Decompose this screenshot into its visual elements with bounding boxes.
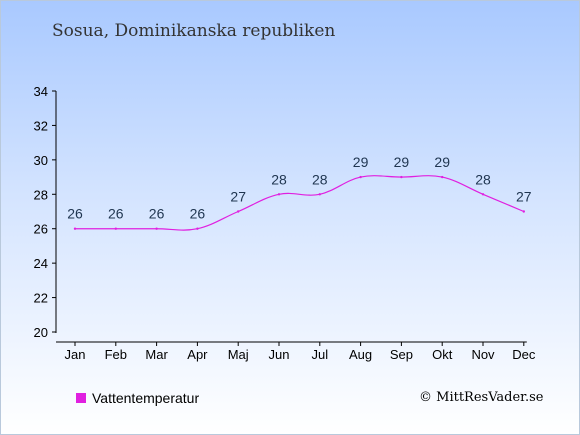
data-label: 26 xyxy=(149,206,165,222)
data-label: 26 xyxy=(67,206,83,222)
data-point xyxy=(277,193,281,196)
data-label: 27 xyxy=(230,189,246,205)
credit-text: © MittResVader.se xyxy=(419,390,544,405)
data-point xyxy=(73,227,77,230)
y-tick-label: 28 xyxy=(34,187,48,202)
y-tick-label: 34 xyxy=(34,84,48,99)
data-point xyxy=(400,175,403,179)
chart-title: Sosua, Dominikanska republiken xyxy=(52,21,336,41)
data-label: 26 xyxy=(190,206,206,222)
x-tick-label: Okt xyxy=(432,347,453,362)
data-label: 28 xyxy=(312,171,328,187)
data-point xyxy=(155,227,158,230)
x-tick-label: Mar xyxy=(145,347,168,362)
data-label: 26 xyxy=(108,206,124,222)
data-label: 29 xyxy=(353,154,369,170)
legend-label: Vattentemperatur xyxy=(92,390,200,406)
y-tick-label: 22 xyxy=(34,291,48,306)
data-label: 27 xyxy=(516,189,532,205)
data-label: 28 xyxy=(271,171,287,187)
data-label: 29 xyxy=(434,154,450,170)
y-tick-label: 24 xyxy=(34,256,48,271)
x-tick-label: Jan xyxy=(65,347,86,362)
x-tick-label: Feb xyxy=(105,347,127,362)
y-tick-label: 26 xyxy=(34,222,48,237)
x-tick-label: Aug xyxy=(349,347,372,362)
x-tick-label: Maj xyxy=(228,347,249,362)
data-label: 28 xyxy=(475,171,491,187)
data-point xyxy=(196,227,199,230)
x-tick-label: Jul xyxy=(311,347,328,362)
data-point xyxy=(359,175,362,179)
data-point xyxy=(481,193,485,196)
legend-swatch xyxy=(76,393,86,403)
data-label: 29 xyxy=(394,154,410,170)
data-point xyxy=(237,210,240,213)
y-tick-label: 20 xyxy=(34,325,48,340)
data-point xyxy=(522,210,525,213)
x-tick-label: Dec xyxy=(512,347,536,362)
data-point xyxy=(318,193,321,196)
x-tick-label: Jun xyxy=(269,347,290,362)
series-line-vattentemperatur xyxy=(75,175,525,231)
x-tick-label: Nov xyxy=(471,347,495,362)
legend: Vattentemperatur xyxy=(76,390,199,406)
x-tick-label: Apr xyxy=(187,347,208,362)
data-point xyxy=(114,227,118,230)
data-point xyxy=(441,175,444,179)
x-tick-label: Sep xyxy=(390,347,413,362)
y-tick-label: 32 xyxy=(34,118,48,133)
y-tick-label: 30 xyxy=(34,153,48,168)
